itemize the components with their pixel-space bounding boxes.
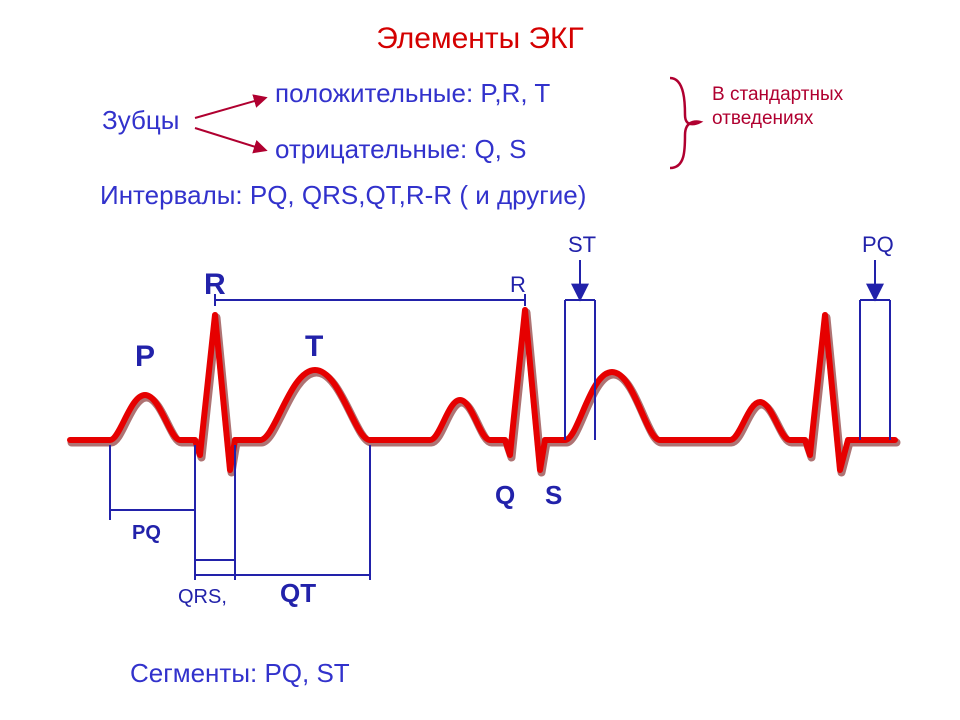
segments-label: Сегменты: PQ, ST [130, 658, 350, 689]
label-PQ-right: PQ [862, 232, 894, 258]
label-ST: ST [568, 232, 596, 258]
label-T: T [305, 330, 323, 364]
ecg-waveform [70, 310, 897, 473]
label-P: P [135, 340, 155, 374]
label-R2: R [510, 272, 526, 298]
standard-leads-1: В стандартных [712, 84, 843, 106]
positive-label: положительные: P,R, T [275, 78, 550, 109]
standard-leads-2: отведениях [712, 108, 813, 130]
label-QT-bottom: QT [280, 578, 316, 609]
zubtsy-label: Зубцы [102, 105, 179, 136]
label-PQ-bottom: PQ [132, 522, 161, 545]
label-Q: Q [495, 480, 515, 511]
title: Элементы ЭКГ [0, 22, 960, 56]
ecg-diagram: { "title": "Элементы ЭКГ", "text": { "zu… [0, 0, 960, 720]
pq-measure [110, 445, 195, 520]
intervals-label: Интервалы: PQ, QRS,QT,R-R ( и другие) [100, 180, 586, 211]
rr-measure [215, 294, 525, 306]
pq-right-marker [860, 260, 890, 440]
brace [670, 78, 700, 168]
zubtsy-arrows [195, 98, 265, 150]
negative-label: отрицательные: Q, S [275, 134, 526, 165]
label-QRS-bottom: QRS, [178, 586, 227, 609]
label-S: S [545, 480, 562, 511]
label-R: R [204, 268, 226, 302]
